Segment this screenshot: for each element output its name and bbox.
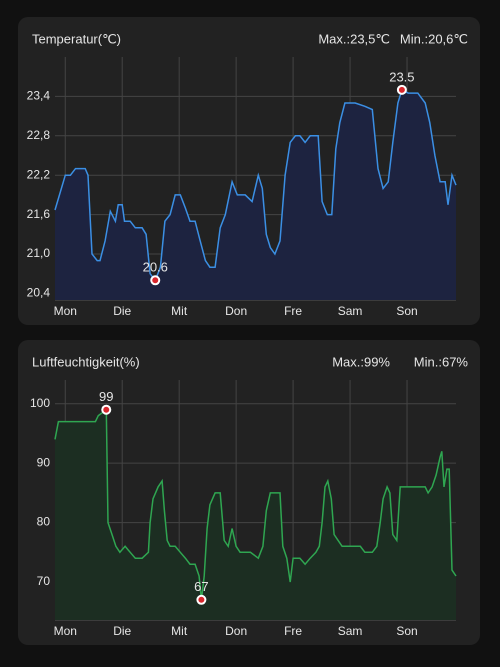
extreme-marker xyxy=(150,275,161,286)
chart-title: Temperatur(℃) xyxy=(32,31,121,46)
extreme-label: 99 xyxy=(99,389,113,404)
y-tick-label: 100 xyxy=(30,396,50,410)
area-fill xyxy=(55,89,456,300)
x-tick-label: Mon xyxy=(54,304,77,318)
extreme-marker xyxy=(101,404,112,415)
x-tick-label: Don xyxy=(225,304,247,318)
extreme-label: 67 xyxy=(194,579,208,594)
x-tick-label: Sam xyxy=(338,624,363,638)
y-tick-label: 21,6 xyxy=(27,207,51,221)
y-tick-label: 70 xyxy=(37,574,51,588)
x-tick-label: Fre xyxy=(284,624,302,638)
x-tick-label: Mit xyxy=(171,624,188,638)
extreme-marker xyxy=(396,84,407,95)
x-tick-label: Die xyxy=(113,304,131,318)
line xyxy=(54,88,457,282)
x-tick-label: Son xyxy=(396,304,417,318)
extreme-marker xyxy=(196,594,207,605)
x-tick-label: Mit xyxy=(171,304,188,318)
x-tick-label: Son xyxy=(396,624,417,638)
max-label: Max.:99% xyxy=(332,354,390,369)
min-label: Min.:20,6℃ xyxy=(400,31,468,46)
chart-title: Luftfeuchtigkeit(%) xyxy=(32,354,140,369)
line xyxy=(54,408,457,600)
x-tick-label: Mon xyxy=(54,624,77,638)
extreme-label: 23.5 xyxy=(389,69,414,84)
min-label: Min.:67% xyxy=(414,354,469,369)
x-tick-label: Die xyxy=(113,624,131,638)
y-tick-label: 23,4 xyxy=(27,89,51,103)
max-label: Max.:23,5℃ xyxy=(318,31,390,46)
y-tick-label: 80 xyxy=(37,515,51,529)
y-tick-label: 90 xyxy=(37,455,51,469)
area-fill xyxy=(55,409,456,620)
y-tick-label: 22,2 xyxy=(27,167,51,181)
y-tick-label: 20,4 xyxy=(27,286,51,300)
x-tick-label: Don xyxy=(225,624,247,638)
x-tick-label: Fre xyxy=(284,304,302,318)
extreme-label: 20.6 xyxy=(143,260,168,275)
x-tick-label: Sam xyxy=(338,304,363,318)
y-tick-label: 22,8 xyxy=(27,128,51,142)
y-tick-label: 21,0 xyxy=(27,246,51,260)
